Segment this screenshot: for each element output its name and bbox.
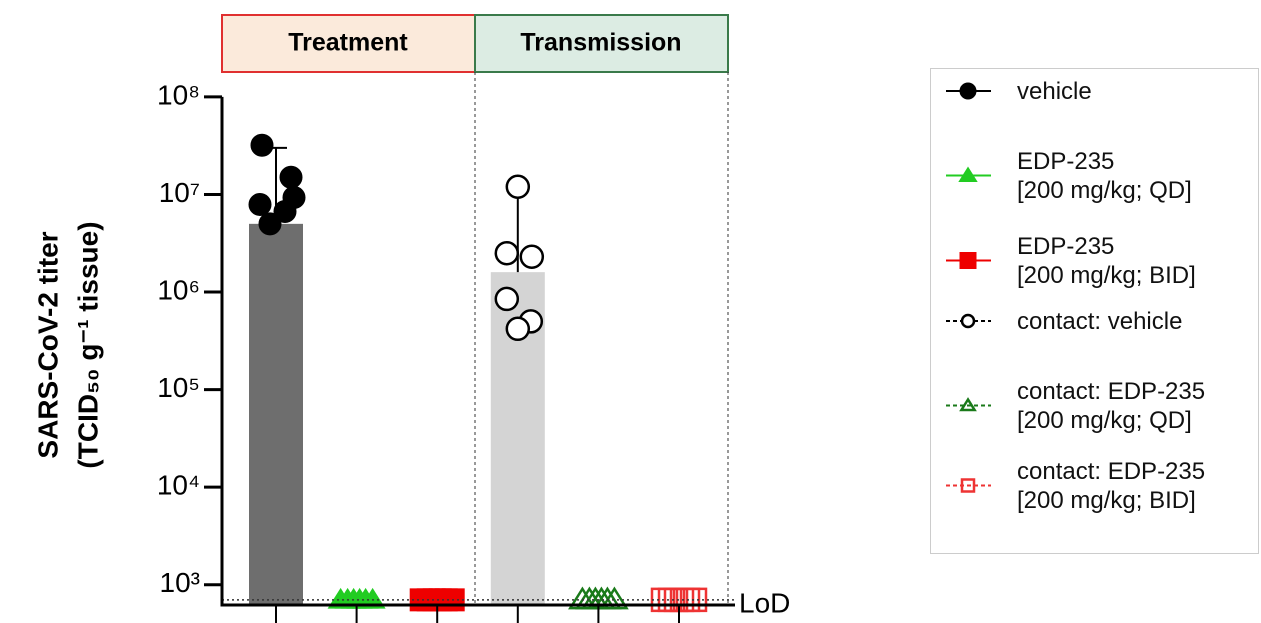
marker (494, 240, 520, 266)
marker (505, 316, 531, 342)
y-axis-title: SARS-CoV-2 titer (TCID₅₀ g⁻¹ tissue) (32, 221, 103, 468)
marker (505, 174, 531, 199)
marker (494, 286, 520, 312)
y-axis-title-line: SARS-CoV-2 titer (32, 231, 63, 458)
legend: vehicle EDP-235 [200 mg/kg; QD] EDP-235 [2… (930, 68, 1259, 554)
legend-entry: contact: EDP-235 [200 mg/kg; BID] (1017, 457, 1206, 514)
y-axis-title-line: (TCID₅₀ g⁻¹ tissue) (72, 221, 103, 468)
marker (958, 166, 978, 182)
legend-entry: contact: EDP-235 [200 mg/kg; QD] (1017, 377, 1206, 434)
chart: Treatment Transmission SARS-CoV-2 titer … (32, 14, 790, 623)
panel-box (474, 14, 729, 73)
legend-entry: vehicle (1017, 77, 1092, 105)
marker (959, 252, 977, 269)
legend-entry: contact: vehicle (1017, 307, 1183, 335)
marker (258, 212, 282, 236)
marker (519, 244, 545, 269)
marker (359, 587, 386, 609)
legend-entry: EDP-235 [200 mg/kg; BID] (1017, 232, 1196, 289)
marker (960, 478, 976, 493)
marker (273, 199, 297, 223)
marker (248, 192, 272, 216)
marker (960, 313, 976, 329)
marker (279, 165, 303, 189)
legend-symbols (946, 82, 991, 493)
panel-label: Transmission (520, 29, 681, 57)
marker (959, 82, 977, 100)
y-tick-label: 10⁷ (159, 177, 200, 208)
y-tick-label: 10⁴ (157, 470, 200, 501)
y-tick-label: 10⁵ (157, 372, 200, 403)
y-tick-label: 10⁸ (157, 79, 200, 110)
panel-box (221, 14, 476, 73)
y-tick-label: 10⁶ (157, 274, 200, 305)
marker (959, 397, 977, 412)
legend-entry: EDP-235 [200 mg/kg; QD] (1017, 147, 1192, 204)
bar (249, 223, 303, 605)
marker (250, 133, 274, 157)
panel-label: Treatment (288, 29, 408, 57)
lod-label: LoD (739, 587, 790, 618)
marker (600, 586, 629, 610)
y-tick-label: 10³ (160, 567, 200, 598)
